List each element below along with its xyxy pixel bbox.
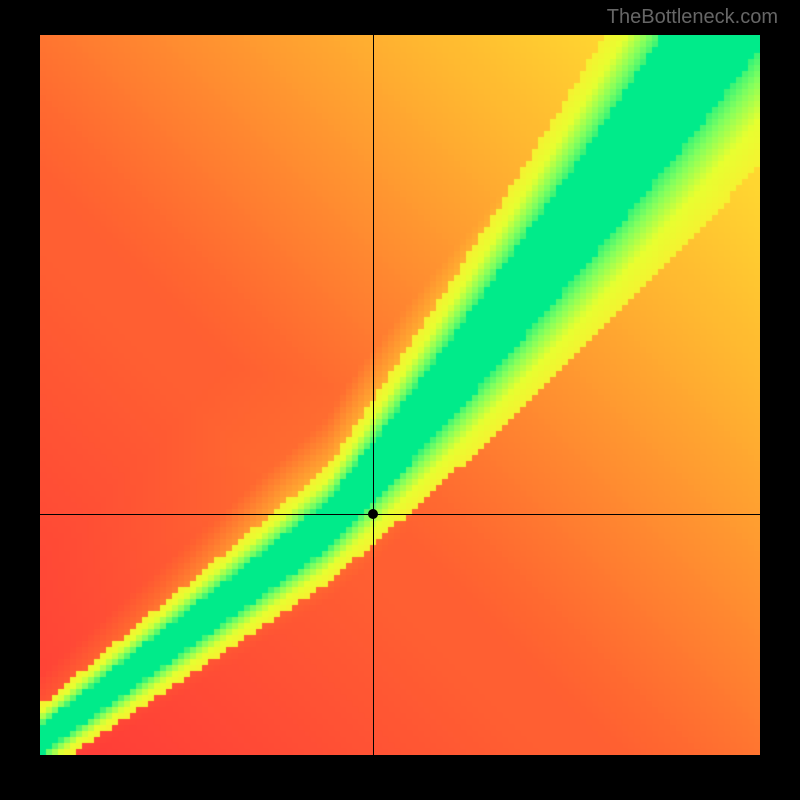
crosshair-horizontal bbox=[40, 514, 760, 515]
crosshair-vertical bbox=[373, 35, 374, 755]
heatmap-plot bbox=[40, 35, 760, 755]
watermark-text: TheBottleneck.com bbox=[607, 6, 778, 29]
heatmap-canvas bbox=[40, 35, 760, 755]
marker-dot bbox=[368, 509, 378, 519]
